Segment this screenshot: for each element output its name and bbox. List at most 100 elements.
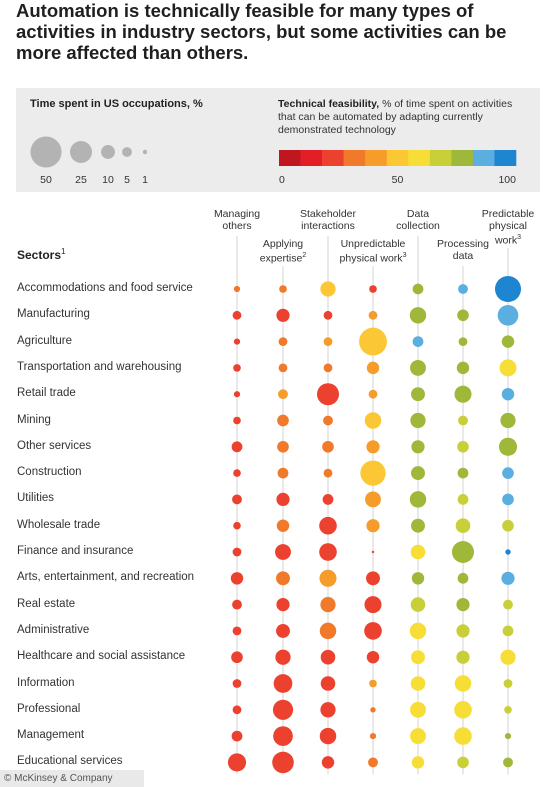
size-legend-label: 50 [40,174,52,186]
bubble [319,543,337,561]
bubble [458,337,468,346]
bubble [457,494,469,505]
bubble [272,751,294,774]
bubble [504,732,512,740]
column-header-line: physical work3 [339,252,407,265]
bubble [364,412,382,429]
bubble [412,283,424,295]
bubble [276,492,290,506]
bubble [458,415,468,426]
bubble [320,596,336,613]
bubble [502,493,514,506]
bubble [366,519,380,533]
bubble [227,753,247,772]
bubble [410,412,426,429]
bubble [503,679,513,688]
bubble [232,494,242,505]
column-header-line: interactions [301,220,355,232]
bubble [323,310,333,320]
bubble [320,676,336,691]
bubble [410,676,426,691]
sector-label: Construction [17,466,82,479]
sector-label: Wholesale trade [17,518,101,531]
bubble [368,389,378,399]
bubble [366,361,380,375]
sector-label: Retail trade [17,387,76,400]
sector-label: Educational services [17,755,123,768]
bubble [233,364,241,372]
bubble [501,387,515,401]
bubble [409,622,427,640]
bubble [454,727,472,745]
column-header: Managing others [187,208,287,232]
bubble [412,336,424,347]
bubble [275,544,291,560]
bubble [498,437,518,456]
bubble [232,705,242,715]
size-legend-circle [122,147,132,157]
bubble [368,757,378,768]
bubble [322,494,334,505]
bubble [456,624,470,638]
bubble [320,702,336,718]
bubble [272,699,294,720]
bubble [319,727,337,745]
sector-label: Administrative [17,623,90,636]
bubble [503,599,513,610]
bubble [454,701,472,719]
column-header-line: Predictable [481,208,535,220]
bubble [277,467,289,479]
bubble [366,650,380,664]
bubble [457,440,469,453]
bubble [505,549,511,555]
bubble [273,726,293,746]
footer-credit: © McKinsey & Company [0,770,144,787]
bubble [275,649,291,665]
color-ramp-segment [494,150,517,166]
bubble [411,650,425,665]
bubble [411,387,425,402]
size-legend-circle [142,149,148,155]
color-ramp-tick-label: 50 [392,174,404,186]
bubble [454,675,472,692]
bubble [364,622,382,640]
bubble [502,519,514,532]
column-header-line: Processing [437,238,489,250]
page-title: Automation is technically feasible for m… [16,0,507,63]
sector-label: Mining [17,413,51,426]
bubble [410,701,426,718]
bubble [371,550,375,554]
bubble [231,730,243,742]
bubble [456,650,470,664]
bubble [233,391,241,398]
bubble [409,307,427,324]
bubble [277,440,289,453]
bubble [452,541,474,563]
column-header-line: collection [396,220,440,232]
sector-label: Utilities [17,492,55,505]
size-legend-circle [70,141,92,163]
bubble [369,679,377,688]
bubble [233,285,241,293]
color-ramp-segment [300,150,323,166]
color-ramp-segment [386,150,409,166]
bubble [320,649,336,665]
sector-label: Healthcare and social assistance [17,650,186,663]
bubble [411,518,425,533]
sector-label: Manufacturing [17,308,90,321]
color-ramp-segment [451,150,474,166]
bubble [366,440,380,454]
color-ramp-segment [472,150,495,166]
footnote-marker: 3 [402,252,407,259]
sector-label: Arts, entertainment, and recreation [17,571,195,584]
bubble [410,359,426,376]
bubble [502,625,514,637]
bubble [323,337,333,346]
bubble [322,440,334,453]
bubble [410,544,426,560]
size-legend-label: 25 [75,174,87,186]
bubble [317,383,339,406]
bubble [410,597,426,612]
sector-label: Agriculture [17,334,72,347]
